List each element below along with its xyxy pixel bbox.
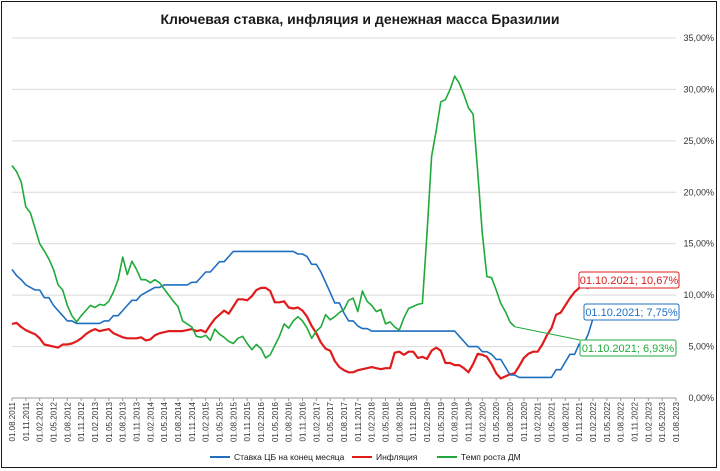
x-tick-label: 01.11.2012 [77,401,86,441]
x-tick-label: 01.11.2022 [631,401,640,441]
x-tick-label: 01.08.2023 [672,401,681,442]
x-tick-label: 01.08.2012 [63,401,72,442]
x-tick-label: 01.02.2023 [644,401,653,442]
x-tick-label: 01.08.2018 [395,401,404,442]
x-tick-label: 01.05.2013 [105,401,114,442]
x-tick-label: 01.05.2017 [326,401,335,442]
x-tick-label: 01.05.2020 [492,401,501,442]
x-tick-label: 01.02.2012 [36,401,45,442]
y-tick-label: 25,00% [683,136,714,146]
series-line-2 [11,75,516,359]
series-lines [11,75,603,380]
legend-label: Темп роста ДМ [461,452,521,462]
x-tick-label: 01.02.2015 [202,401,211,442]
y-tick-label: 5,00% [688,342,714,352]
x-tick-label: 01.02.2020 [478,401,487,442]
legend-item: Инфляция [352,452,418,462]
annotation-leader [514,326,581,341]
x-tick-label: 01.11.2017 [354,401,363,441]
x-tick-label: 01.08.2016 [285,401,294,442]
x-tick-label: 01.08.2013 [119,401,128,442]
y-tick-label: 30,00% [683,84,714,94]
x-tick-label: 01.08.2020 [506,401,515,442]
legend: Ставка ЦБ на конец месяца Инфляция Темп ро… [210,452,521,462]
x-tick-label: 01.11.2014 [188,401,197,441]
x-tick-label: 01.02.2021 [534,401,543,442]
x-tick-label: 01.11.2011 [22,401,31,440]
legend-item: Темп роста ДМ [437,452,521,462]
x-tick-label: 01.02.2017 [312,401,321,442]
annotation-callout: 01.10.2021; 7,75% [583,303,680,321]
x-tick-label: 01.08.2011 [8,401,17,441]
chart-title: Ключевая ставка, инфляция и денежная мас… [160,11,559,27]
x-tick-label: 01.11.2019 [465,401,474,441]
x-tick-label: 01.05.2015 [216,401,225,442]
legend-label: Ставка ЦБ на конец месяца [234,452,345,462]
series-line-0 [11,250,603,379]
x-tick-label: 01.05.2012 [50,401,59,442]
x-tick-label: 01.05.2021 [548,401,557,442]
x-tick-label: 01.02.2013 [91,401,100,442]
series-line-1 [11,284,589,380]
y-tick-label: 20,00% [683,187,714,197]
x-tick-label: 01.05.2022 [603,401,612,442]
annotation-label: 01.10.2021; 10,67% [580,275,679,287]
grid [12,37,676,399]
x-tick-label: 01.11.2015 [243,401,252,441]
annotation-label: 01.10.2021; 7,75% [585,307,678,319]
annotation-box [583,303,680,321]
annotations: 01.10.2021; 10,67% 01.10.2021; 7,75% 01.10… [514,271,680,357]
annotation-callout: 01.10.2021; 6,93% [514,326,677,357]
x-tick-label: 01.02.2022 [589,401,598,442]
annotation-callout: 01.10.2021; 10,67% [578,271,680,289]
x-tick-label: 01.02.2019 [423,401,432,442]
legend-item: Ставка ЦБ на конец месяца [210,452,345,462]
x-tick-label: 01.11.2020 [520,401,529,441]
y-tick-label: 10,00% [683,290,714,300]
x-tick-label: 01.08.2021 [561,401,570,442]
annotation-box [579,339,677,357]
x-tick-label: 01.02.2016 [257,401,266,442]
x-tick-label: 01.08.2017 [340,401,349,442]
x-tick-label: 01.05.2019 [437,401,446,442]
y-tick-label: 0,00% [688,393,714,403]
x-tick-label: 01.08.2014 [174,401,183,442]
x-tick-label: 01.05.2023 [658,401,667,442]
y-tick-label: 15,00% [683,239,714,249]
x-tick-label: 01.08.2019 [451,401,460,442]
y-tick-label: 35,00% [683,33,714,43]
annotation-label: 01.10.2021; 6,93% [582,343,675,355]
x-tick-label: 01.02.2014 [146,401,155,442]
y-axis-ticks: 0,00% 5,00% 10,00% 15,00% 20,00% 25,00% 30,00%… [683,33,714,403]
x-tick-label: 01.11.2021 [575,401,584,441]
x-tick-label: 01.05.2016 [271,401,280,442]
x-tick-label: 01.02.2018 [368,401,377,442]
annotation-box [578,271,680,289]
legend-label: Инфляция [376,452,418,462]
x-tick-label: 01.11.2016 [299,401,308,441]
x-axis-ticks: 01.08.2011 01.11.2011 01.02.2012 01.05.2012… [8,398,681,442]
x-tick-label: 01.08.2015 [229,401,238,442]
x-tick-label: 01.11.2018 [409,401,418,441]
x-tick-label: 01.08.2022 [617,401,626,442]
x-tick-label: 01.05.2018 [382,401,391,442]
x-tick-label: 01.11.2013 [133,401,142,441]
x-tick-label: 01.05.2014 [160,401,169,442]
